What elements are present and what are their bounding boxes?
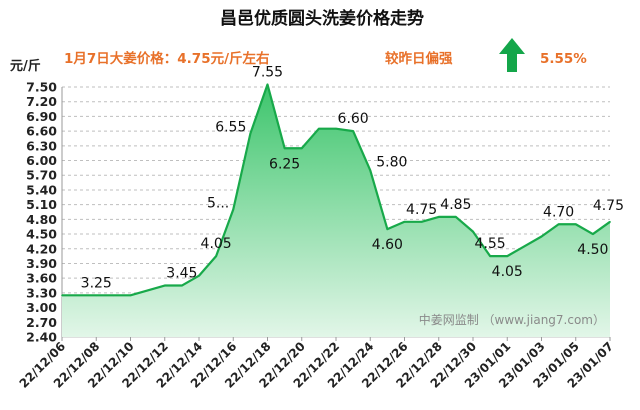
up-arrow-icon xyxy=(499,38,525,72)
price-point xyxy=(300,147,303,150)
data-label: 7.55 xyxy=(252,65,283,81)
y-tick-label: 4.80 xyxy=(26,212,57,227)
data-label: 3.45 xyxy=(166,266,197,282)
data-label: 6.60 xyxy=(338,111,369,127)
data-label: 4.85 xyxy=(440,197,471,213)
price-point xyxy=(61,294,63,297)
price-point xyxy=(249,132,252,135)
price-point xyxy=(318,127,320,130)
data-label: 4.60 xyxy=(372,237,403,253)
data-label: 4.75 xyxy=(406,202,437,218)
y-tick-label: 5.10 xyxy=(26,197,57,212)
watermark: 中姜网监制 （www.jiang7.com） xyxy=(419,312,605,327)
price-point xyxy=(95,294,98,297)
data-label: 4.70 xyxy=(543,204,574,220)
y-tick-label: 6.60 xyxy=(26,124,57,139)
price-note: 1月7日大姜价格：4.75元/斤左右 xyxy=(64,50,270,67)
price-point xyxy=(129,294,132,297)
price-area-series xyxy=(61,83,611,337)
price-point xyxy=(352,130,354,132)
price-point xyxy=(506,255,509,257)
y-tick-label: 4.20 xyxy=(26,241,57,256)
y-tick-label: 7.50 xyxy=(26,80,57,95)
price-point xyxy=(592,233,594,235)
price-point xyxy=(574,223,577,226)
data-label: 6.25 xyxy=(269,156,300,172)
y-tick-label: 3.90 xyxy=(26,256,57,271)
price-point xyxy=(403,221,406,223)
chart-title: 昌邑优质圆头洗姜价格走势 xyxy=(220,8,424,29)
change-percent: 5.55% xyxy=(540,51,587,67)
price-point xyxy=(198,274,200,277)
data-label: 5... xyxy=(207,196,229,212)
price-point xyxy=(386,228,389,230)
y-tick-label: 6.90 xyxy=(26,109,57,124)
y-tick-label: 3.60 xyxy=(26,271,57,286)
price-point xyxy=(335,127,337,130)
y-tick-label: 6.30 xyxy=(26,138,57,153)
y-tick-label: 6.00 xyxy=(26,153,57,168)
y-tick-label: 3.30 xyxy=(26,285,57,300)
price-point xyxy=(112,294,115,297)
price-point xyxy=(266,83,269,86)
y-tick-label: 2.70 xyxy=(26,315,57,330)
y-tick-label: 5.40 xyxy=(26,182,57,197)
x-axis-ticks: 22/12/0622/12/0822/12/1022/12/1222/12/14… xyxy=(17,337,616,391)
data-label: 6.55 xyxy=(215,120,246,136)
price-point xyxy=(283,147,286,150)
price-point xyxy=(78,294,80,297)
price-point xyxy=(420,221,423,223)
price-point xyxy=(369,169,372,172)
data-label: 5.80 xyxy=(376,154,407,170)
y-tick-label: 5.70 xyxy=(26,168,57,183)
price-point xyxy=(455,216,457,218)
price-point xyxy=(146,289,149,292)
price-area-fill xyxy=(62,84,610,337)
compare-label: 较昨日偏强 xyxy=(385,50,453,67)
y-axis-unit: 元/斤 xyxy=(10,58,41,74)
price-point xyxy=(437,216,440,218)
data-label: 4.50 xyxy=(577,242,608,258)
price-point xyxy=(609,221,611,223)
y-tick-label: 3.00 xyxy=(26,300,57,315)
data-label: 4.75 xyxy=(593,198,624,214)
price-point xyxy=(523,245,526,248)
price-point xyxy=(232,208,235,211)
price-point xyxy=(472,230,474,233)
y-tick-label: 2.40 xyxy=(26,330,57,345)
data-label: 3.25 xyxy=(81,275,112,291)
data-labels: 3.253.454.055...6.557.556.256.605.804.60… xyxy=(81,65,624,292)
y-axis-ticks: 2.402.703.003.303.603.904.204.504.805.10… xyxy=(26,80,57,345)
y-tick-label: 7.20 xyxy=(26,94,57,109)
data-label: 4.55 xyxy=(475,236,506,252)
price-point xyxy=(181,284,183,287)
price-point xyxy=(163,284,166,287)
data-label: 4.05 xyxy=(492,264,523,280)
y-tick-label: 4.50 xyxy=(26,227,57,242)
data-label: 4.05 xyxy=(201,236,232,252)
price-point xyxy=(489,255,491,257)
price-point xyxy=(215,255,217,257)
price-point xyxy=(557,223,560,226)
price-point xyxy=(540,235,543,238)
